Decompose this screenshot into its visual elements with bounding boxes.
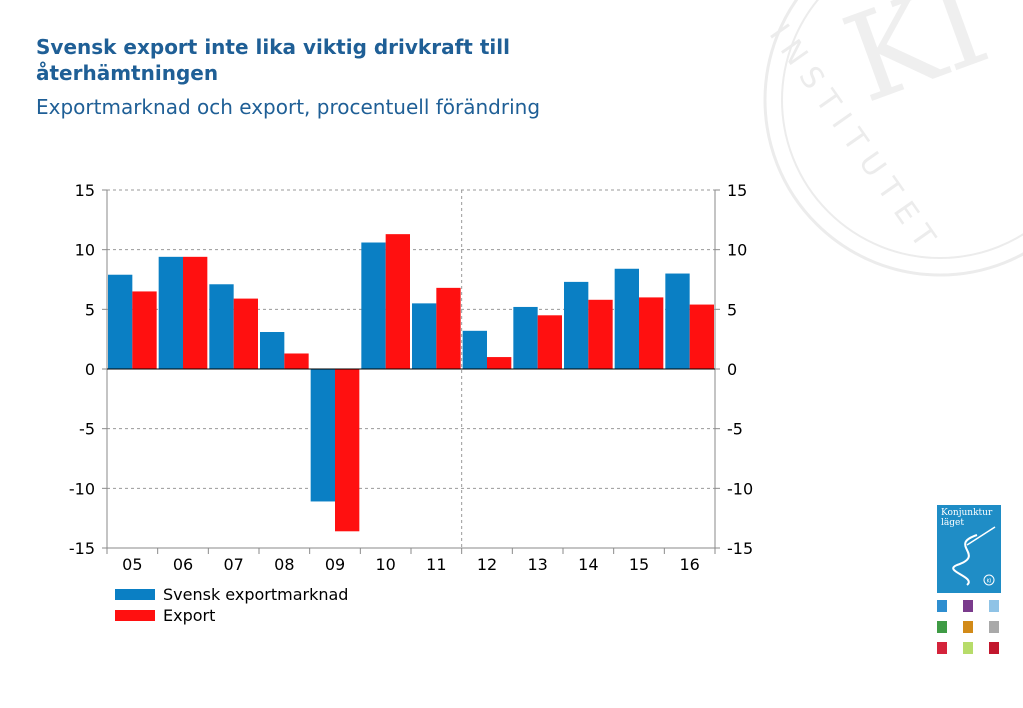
bar-exportmarknad-14	[564, 281, 589, 369]
x-tick-label: 13	[527, 555, 547, 574]
y-tick-label-right: 5	[727, 300, 737, 319]
institute-seal-watermark: KI INSTITUTET	[762, 0, 1023, 277]
x-tick-label: 14	[578, 555, 598, 574]
publication-thumbnail[interactable]	[963, 642, 973, 654]
legend-item-exportmarknad: Svensk exportmarknad	[115, 584, 348, 605]
y-tick-label-left: -5	[79, 420, 95, 439]
y-tick-label-right: -5	[727, 420, 743, 439]
bar-export-05	[132, 291, 157, 369]
x-tick-label: 05	[122, 555, 142, 574]
x-tick-label: 10	[375, 555, 395, 574]
publication-thumbnail[interactable]	[989, 600, 999, 612]
cover-title-line2: läget	[941, 518, 964, 528]
y-tick-label-right: 0	[727, 360, 737, 379]
publication-thumbnail[interactable]	[963, 621, 973, 633]
x-tick-label: 06	[173, 555, 193, 574]
chart-subtitle: Exportmarknad och export, procentuell fö…	[36, 95, 541, 119]
bar-exportmarknad-11	[412, 303, 437, 369]
y-tick-label-left: 0	[85, 360, 95, 379]
legend-label-export: Export	[163, 606, 216, 625]
y-tick-label-right: -15	[727, 539, 753, 558]
legend-swatch-export	[115, 610, 155, 621]
bar-exportmarknad-05	[108, 274, 133, 369]
cover-graphic: KI	[952, 526, 996, 586]
bar-export-09	[335, 369, 360, 532]
publication-thumbnail[interactable]	[937, 642, 947, 654]
publication-thumbnail[interactable]	[937, 621, 947, 633]
bar-export-15	[639, 297, 664, 369]
bar-exportmarknad-12	[462, 330, 487, 369]
bar-exportmarknad-06	[158, 256, 183, 369]
legend-swatch-exportmarknad	[115, 589, 155, 600]
y-tick-label-left: 5	[85, 300, 95, 319]
x-tick-label: 09	[325, 555, 345, 574]
publication-thumbnail[interactable]	[937, 600, 947, 612]
cover-title-line1: Konjunktur	[941, 508, 993, 518]
chart-title: Svensk export inte lika viktig drivkraft…	[36, 35, 510, 85]
bar-export-12	[487, 357, 512, 369]
bar-export-06	[183, 256, 208, 369]
x-tick-label: 16	[679, 555, 699, 574]
x-tick-label: 12	[477, 555, 497, 574]
legend-item-export: Export	[115, 605, 348, 626]
legend: Svensk exportmarknad Export	[115, 584, 348, 626]
y-tick-label-left: -15	[69, 539, 95, 558]
y-tick-label-right: -10	[727, 479, 753, 498]
bar-export-08	[284, 353, 309, 369]
bar-exportmarknad-08	[260, 332, 285, 369]
y-tick-label-right: 15	[727, 181, 747, 200]
konjunkturlaget-cover: Konjunktur läget KI	[937, 505, 1001, 593]
publication-thumbnail[interactable]	[989, 621, 999, 633]
bar-exportmarknad-10	[361, 242, 386, 369]
y-tick-label-left: 15	[75, 181, 95, 200]
bar-exportmarknad-13	[513, 306, 538, 369]
x-tick-label: 08	[274, 555, 294, 574]
bar-exportmarknad-15	[614, 268, 639, 369]
y-tick-label-left: 10	[75, 241, 95, 260]
x-tick-label: 15	[629, 555, 649, 574]
publication-thumbnail[interactable]	[963, 600, 973, 612]
bar-export-11	[436, 287, 461, 369]
x-tick-label: 11	[426, 555, 446, 574]
publication-thumbnail[interactable]	[989, 642, 999, 654]
bar-export-10	[385, 234, 410, 369]
bar-export-13	[537, 315, 562, 369]
x-tick-label: 07	[223, 555, 243, 574]
bar-exportmarknad-07	[209, 284, 234, 369]
y-tick-label-right: 10	[727, 241, 747, 260]
bar-export-16	[689, 304, 714, 369]
legend-label-exportmarknad: Svensk exportmarknad	[163, 585, 349, 604]
cover-badge: KI	[987, 579, 992, 585]
bar-exportmarknad-16	[665, 273, 690, 369]
bar-export-07	[233, 298, 258, 369]
bar-exportmarknad-09	[310, 369, 335, 502]
y-tick-label-left: -10	[69, 479, 95, 498]
bar-export-14	[588, 299, 613, 369]
